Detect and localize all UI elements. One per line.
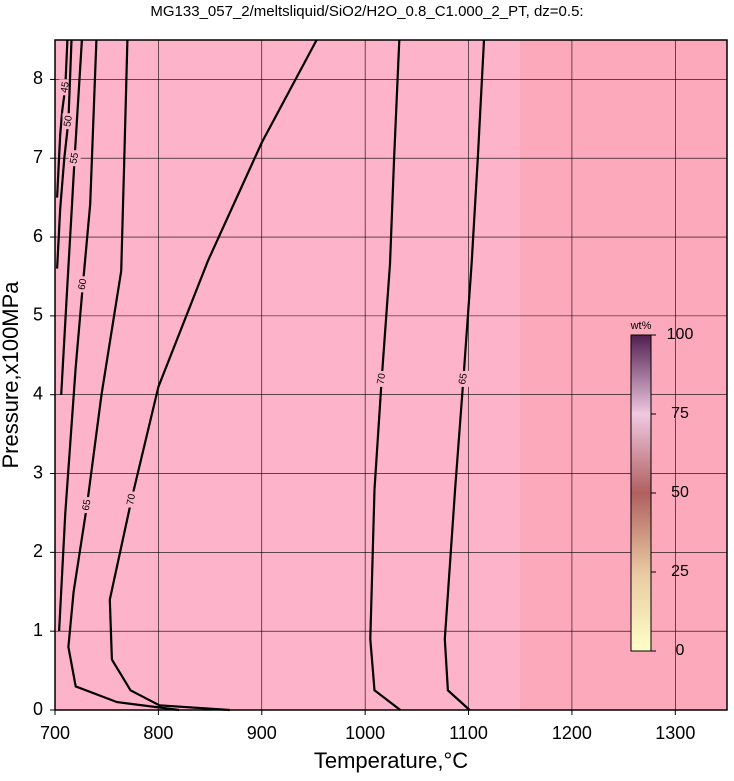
colorbar-tick-label: 50 [671, 484, 689, 501]
colorbar-tick-label: 25 [671, 563, 689, 580]
colorbar [630, 334, 652, 652]
y-tick-label: 6 [33, 226, 43, 246]
colorbar-tick-label: 75 [671, 405, 689, 422]
chart-title: MG133_057_2/meltsliquid/SiO2/H2O_0.8_C1.… [150, 3, 583, 20]
y-tick-label: 5 [33, 305, 43, 325]
contour-label-bg [125, 491, 138, 508]
x-axis-label: Temperature,°C [314, 748, 468, 773]
contour-label-bg [375, 370, 388, 387]
contour-label-bg [68, 150, 81, 167]
contour-line [67, 39, 180, 712]
y-tick-label: 1 [33, 620, 43, 640]
contour-label: 55 [68, 151, 81, 164]
x-tick-label: 1200 [552, 723, 592, 743]
x-tick-label: 700 [40, 723, 70, 743]
contour-label-bg [62, 113, 75, 130]
contour-label: 60 [77, 278, 90, 291]
contour-label-bg [59, 79, 72, 96]
contour-line [369, 39, 401, 711]
plot-frame [54, 39, 728, 711]
y-tick-label: 3 [33, 462, 43, 482]
contour-label-bg [76, 276, 89, 293]
colorbar-tick-label: 100 [667, 326, 694, 343]
contour-line [56, 39, 73, 269]
y-tick-label: 0 [33, 699, 43, 719]
y-tick-label: 2 [33, 541, 43, 561]
plot-background-right [520, 40, 727, 710]
contour-line [108, 39, 318, 712]
y-tick-label: 8 [33, 68, 43, 88]
contour-line [60, 39, 83, 395]
contour-label: 65 [457, 372, 470, 385]
colorbar-tick-label: 0 [676, 642, 685, 659]
y-tick-label: 4 [33, 383, 43, 403]
x-tick-label: 1300 [655, 723, 695, 743]
colorbar-label: wt% [630, 320, 652, 332]
x-tick-label: 1000 [345, 723, 385, 743]
contour-line [443, 39, 486, 711]
x-tick-label: 1100 [449, 723, 488, 743]
x-tick-label: 800 [143, 723, 173, 743]
x-tick-label: 900 [247, 723, 277, 743]
contour-label-bg [81, 497, 94, 514]
contour-label: 70 [375, 372, 388, 385]
contour-line [56, 39, 69, 198]
contour-label: 70 [125, 493, 138, 506]
contour-label: 65 [81, 498, 94, 511]
y-axis-label: Pressure,x100MPa [0, 281, 23, 469]
contour-label-bg [457, 370, 470, 387]
contour-label: 50 [62, 114, 75, 127]
contour-line [58, 39, 98, 632]
y-tick-label: 7 [33, 147, 43, 167]
